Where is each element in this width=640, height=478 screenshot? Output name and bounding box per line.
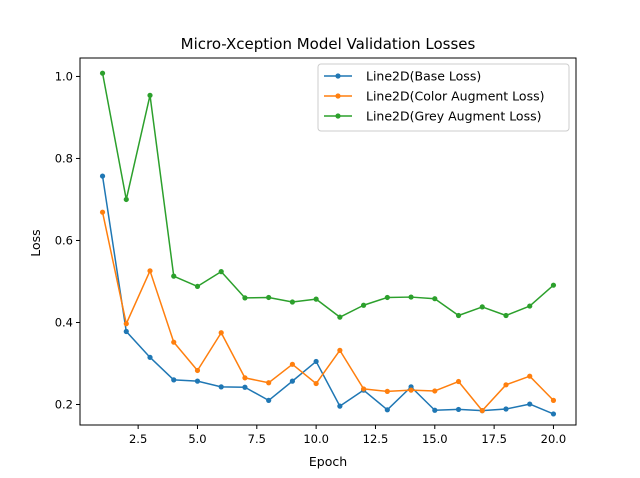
data-point xyxy=(456,407,461,412)
data-point xyxy=(551,398,556,403)
data-point xyxy=(503,382,508,387)
data-point xyxy=(100,210,105,215)
data-point xyxy=(408,388,413,393)
data-point xyxy=(456,313,461,318)
data-point xyxy=(171,340,176,345)
data-point xyxy=(171,274,176,279)
data-point xyxy=(171,377,176,382)
y-tick-label: 1.0 xyxy=(55,69,73,83)
data-point xyxy=(219,269,224,274)
data-point xyxy=(290,379,295,384)
data-point xyxy=(337,348,342,353)
x-tick-label: 5.0 xyxy=(188,432,206,446)
data-point xyxy=(195,284,200,289)
data-point xyxy=(266,398,271,403)
data-point xyxy=(124,197,129,202)
data-point xyxy=(266,295,271,300)
data-point xyxy=(337,404,342,409)
data-point xyxy=(432,296,437,301)
data-point xyxy=(314,297,319,302)
x-tick-label: 10.0 xyxy=(303,432,329,446)
data-point xyxy=(551,411,556,416)
data-point xyxy=(503,313,508,318)
series-0 xyxy=(100,173,556,416)
data-point xyxy=(100,173,105,178)
data-point xyxy=(147,268,152,273)
data-point xyxy=(456,379,461,384)
x-axis-label: Epoch xyxy=(309,454,347,469)
chart-title: Micro-Xception Model Validation Losses xyxy=(181,35,476,53)
legend-marker xyxy=(335,93,340,98)
y-axis: 0.2 0.4 0.6 0.8 1.0 xyxy=(55,69,80,411)
series-line xyxy=(103,176,554,414)
data-point xyxy=(432,388,437,393)
data-point xyxy=(124,329,129,334)
y-tick-label: 0.2 xyxy=(55,397,73,411)
x-tick-label: 15.0 xyxy=(422,432,448,446)
legend-label: Line2D(Base Loss) xyxy=(366,69,481,84)
data-point xyxy=(385,407,390,412)
data-point xyxy=(432,408,437,413)
data-point xyxy=(290,362,295,367)
data-point xyxy=(314,359,319,364)
data-point xyxy=(290,299,295,304)
data-point xyxy=(219,330,224,335)
data-point xyxy=(503,406,508,411)
data-point xyxy=(266,380,271,385)
data-point xyxy=(100,71,105,76)
y-tick-label: 0.8 xyxy=(55,151,73,165)
y-tick-label: 0.4 xyxy=(55,315,73,329)
legend-marker xyxy=(335,73,340,78)
series-line xyxy=(103,212,554,410)
data-point xyxy=(527,374,532,379)
x-tick-label: 7.5 xyxy=(248,432,266,446)
y-axis-label: Loss xyxy=(28,229,43,256)
y-tick-label: 0.6 xyxy=(55,233,73,247)
legend-marker xyxy=(335,113,340,118)
data-point xyxy=(527,303,532,308)
legend: Line2D(Base Loss) Line2D(Color Augment Lo… xyxy=(318,64,569,131)
data-point xyxy=(527,401,532,406)
data-point xyxy=(242,295,247,300)
legend-label: Line2D(Grey Augment Loss) xyxy=(366,109,541,124)
x-tick-label: 2.5 xyxy=(129,432,147,446)
data-point xyxy=(195,368,200,373)
data-point xyxy=(385,389,390,394)
legend-label: Line2D(Color Augment Loss) xyxy=(366,89,544,104)
data-point xyxy=(147,355,152,360)
data-point xyxy=(361,386,366,391)
data-point xyxy=(195,379,200,384)
data-point xyxy=(408,294,413,299)
data-point xyxy=(242,385,247,390)
x-tick-label: 20.0 xyxy=(541,432,567,446)
data-point xyxy=(361,303,366,308)
data-point xyxy=(337,315,342,320)
data-point xyxy=(147,93,152,98)
x-tick-label: 17.5 xyxy=(481,432,507,446)
data-point xyxy=(480,304,485,309)
data-point xyxy=(219,384,224,389)
x-axis: 2.5 5.0 7.5 10.0 12.5 15.0 17.5 20.0 xyxy=(129,425,566,446)
x-tick-label: 12.5 xyxy=(363,432,389,446)
data-point xyxy=(124,321,129,326)
data-point xyxy=(480,408,485,413)
data-point xyxy=(242,375,247,380)
data-point xyxy=(385,295,390,300)
data-point xyxy=(551,283,556,288)
data-point xyxy=(314,381,319,386)
